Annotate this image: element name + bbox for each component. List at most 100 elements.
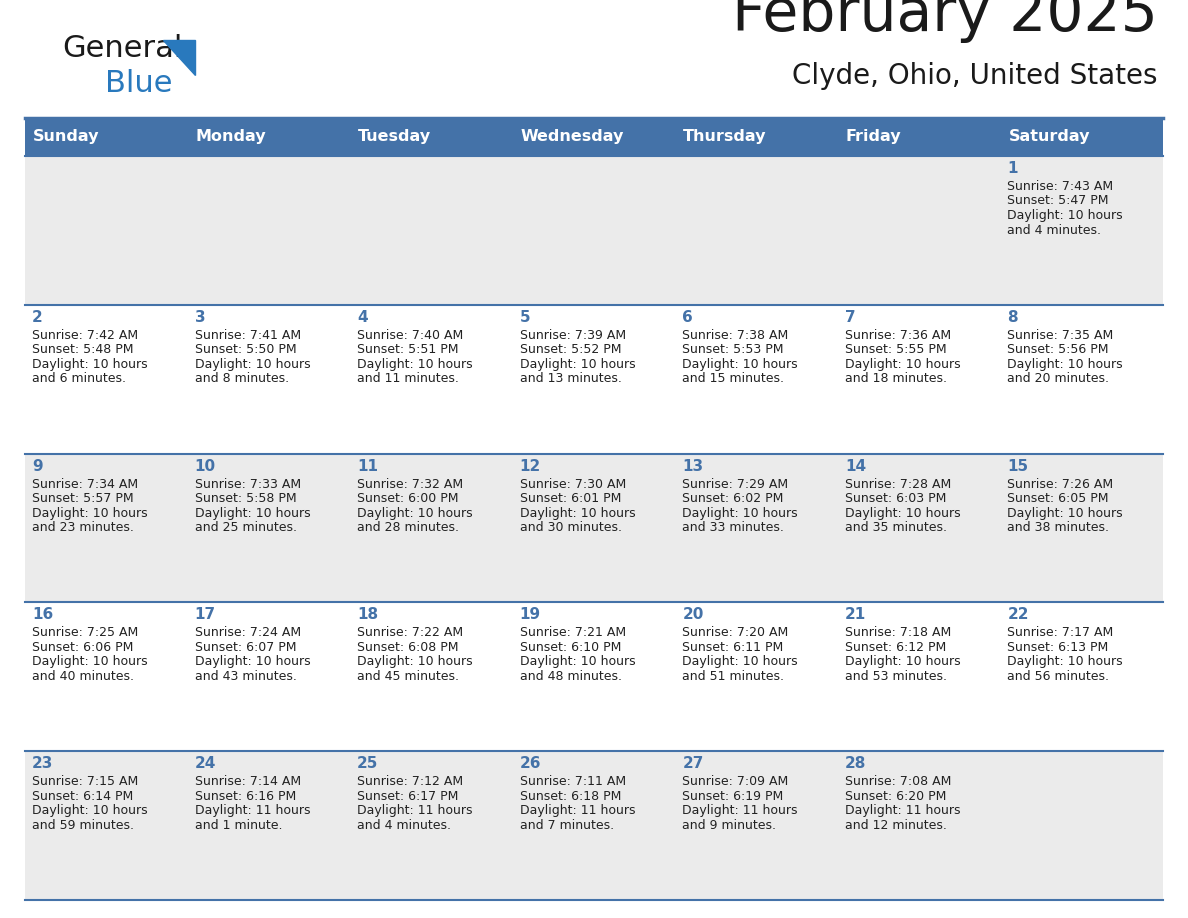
Text: and 33 minutes.: and 33 minutes. bbox=[682, 521, 784, 534]
Text: and 13 minutes.: and 13 minutes. bbox=[519, 373, 621, 386]
Text: 21: 21 bbox=[845, 608, 866, 622]
Text: Sunday: Sunday bbox=[33, 129, 100, 144]
Text: and 28 minutes.: and 28 minutes. bbox=[358, 521, 459, 534]
Bar bbox=[25, 156, 1163, 305]
Text: 12: 12 bbox=[519, 459, 541, 474]
Text: Sunset: 6:02 PM: Sunset: 6:02 PM bbox=[682, 492, 784, 505]
Text: Sunrise: 7:32 AM: Sunrise: 7:32 AM bbox=[358, 477, 463, 490]
Text: Sunset: 6:10 PM: Sunset: 6:10 PM bbox=[519, 641, 621, 654]
Text: Sunrise: 7:20 AM: Sunrise: 7:20 AM bbox=[682, 626, 789, 640]
Text: Sunrise: 7:26 AM: Sunrise: 7:26 AM bbox=[1007, 477, 1113, 490]
Text: Sunset: 6:12 PM: Sunset: 6:12 PM bbox=[845, 641, 946, 654]
Text: 10: 10 bbox=[195, 459, 216, 474]
Text: Daylight: 10 hours: Daylight: 10 hours bbox=[682, 358, 798, 371]
Text: Sunrise: 7:30 AM: Sunrise: 7:30 AM bbox=[519, 477, 626, 490]
Text: 8: 8 bbox=[1007, 309, 1018, 325]
Text: 2: 2 bbox=[32, 309, 43, 325]
Polygon shape bbox=[163, 40, 195, 75]
Text: Sunset: 5:51 PM: Sunset: 5:51 PM bbox=[358, 343, 459, 356]
Text: and 38 minutes.: and 38 minutes. bbox=[1007, 521, 1110, 534]
Text: Sunset: 6:03 PM: Sunset: 6:03 PM bbox=[845, 492, 946, 505]
Text: Sunset: 6:18 PM: Sunset: 6:18 PM bbox=[519, 789, 621, 802]
Text: and 4 minutes.: and 4 minutes. bbox=[358, 819, 451, 832]
Text: Sunrise: 7:17 AM: Sunrise: 7:17 AM bbox=[1007, 626, 1113, 640]
Text: and 1 minute.: and 1 minute. bbox=[195, 819, 282, 832]
Text: Sunset: 5:47 PM: Sunset: 5:47 PM bbox=[1007, 195, 1108, 207]
Text: Daylight: 10 hours: Daylight: 10 hours bbox=[519, 655, 636, 668]
Text: Daylight: 10 hours: Daylight: 10 hours bbox=[358, 655, 473, 668]
Text: Saturday: Saturday bbox=[1009, 129, 1089, 144]
Text: Wednesday: Wednesday bbox=[520, 129, 624, 144]
Text: Sunrise: 7:38 AM: Sunrise: 7:38 AM bbox=[682, 329, 789, 341]
Text: Sunrise: 7:24 AM: Sunrise: 7:24 AM bbox=[195, 626, 301, 640]
Text: Daylight: 11 hours: Daylight: 11 hours bbox=[358, 804, 473, 817]
Text: and 7 minutes.: and 7 minutes. bbox=[519, 819, 614, 832]
Text: Daylight: 10 hours: Daylight: 10 hours bbox=[358, 507, 473, 520]
Text: and 40 minutes.: and 40 minutes. bbox=[32, 670, 134, 683]
Text: Daylight: 10 hours: Daylight: 10 hours bbox=[682, 655, 798, 668]
Bar bbox=[25, 453, 1163, 602]
Text: Sunrise: 7:11 AM: Sunrise: 7:11 AM bbox=[519, 775, 626, 789]
Text: Clyde, Ohio, United States: Clyde, Ohio, United States bbox=[792, 62, 1158, 90]
Text: and 12 minutes.: and 12 minutes. bbox=[845, 819, 947, 832]
Text: Sunrise: 7:15 AM: Sunrise: 7:15 AM bbox=[32, 775, 138, 789]
Text: and 59 minutes.: and 59 minutes. bbox=[32, 819, 134, 832]
Text: Sunrise: 7:34 AM: Sunrise: 7:34 AM bbox=[32, 477, 138, 490]
Text: 28: 28 bbox=[845, 756, 866, 771]
Text: Daylight: 10 hours: Daylight: 10 hours bbox=[32, 655, 147, 668]
Text: 22: 22 bbox=[1007, 608, 1029, 622]
Text: Sunrise: 7:40 AM: Sunrise: 7:40 AM bbox=[358, 329, 463, 341]
Text: and 8 minutes.: and 8 minutes. bbox=[195, 373, 289, 386]
Text: and 18 minutes.: and 18 minutes. bbox=[845, 373, 947, 386]
Text: Daylight: 10 hours: Daylight: 10 hours bbox=[358, 358, 473, 371]
Text: and 11 minutes.: and 11 minutes. bbox=[358, 373, 459, 386]
Text: and 9 minutes.: and 9 minutes. bbox=[682, 819, 776, 832]
Text: Daylight: 10 hours: Daylight: 10 hours bbox=[1007, 507, 1123, 520]
Text: Sunrise: 7:28 AM: Sunrise: 7:28 AM bbox=[845, 477, 952, 490]
Text: Sunset: 6:14 PM: Sunset: 6:14 PM bbox=[32, 789, 133, 802]
Text: Daylight: 10 hours: Daylight: 10 hours bbox=[1007, 209, 1123, 222]
Text: Sunset: 6:08 PM: Sunset: 6:08 PM bbox=[358, 641, 459, 654]
Bar bbox=[838, 118, 1000, 156]
Text: Sunrise: 7:14 AM: Sunrise: 7:14 AM bbox=[195, 775, 301, 789]
Text: Daylight: 10 hours: Daylight: 10 hours bbox=[845, 358, 960, 371]
Text: 15: 15 bbox=[1007, 459, 1029, 474]
Text: 7: 7 bbox=[845, 309, 855, 325]
Text: 9: 9 bbox=[32, 459, 43, 474]
Text: 1: 1 bbox=[1007, 161, 1018, 176]
Text: Daylight: 10 hours: Daylight: 10 hours bbox=[845, 655, 960, 668]
Text: Thursday: Thursday bbox=[683, 129, 766, 144]
Text: Sunrise: 7:29 AM: Sunrise: 7:29 AM bbox=[682, 477, 789, 490]
Text: Sunrise: 7:18 AM: Sunrise: 7:18 AM bbox=[845, 626, 952, 640]
Text: Daylight: 11 hours: Daylight: 11 hours bbox=[682, 804, 798, 817]
Text: February 2025: February 2025 bbox=[732, 0, 1158, 43]
Text: Sunset: 6:13 PM: Sunset: 6:13 PM bbox=[1007, 641, 1108, 654]
Text: and 35 minutes.: and 35 minutes. bbox=[845, 521, 947, 534]
Text: Tuesday: Tuesday bbox=[358, 129, 431, 144]
Text: 23: 23 bbox=[32, 756, 53, 771]
Text: Sunrise: 7:21 AM: Sunrise: 7:21 AM bbox=[519, 626, 626, 640]
Text: Sunset: 6:20 PM: Sunset: 6:20 PM bbox=[845, 789, 946, 802]
Text: Friday: Friday bbox=[846, 129, 902, 144]
Text: Sunset: 5:57 PM: Sunset: 5:57 PM bbox=[32, 492, 133, 505]
Text: Daylight: 10 hours: Daylight: 10 hours bbox=[1007, 655, 1123, 668]
Text: 19: 19 bbox=[519, 608, 541, 622]
Text: Sunset: 5:50 PM: Sunset: 5:50 PM bbox=[195, 343, 296, 356]
Text: Sunrise: 7:35 AM: Sunrise: 7:35 AM bbox=[1007, 329, 1113, 341]
Text: 27: 27 bbox=[682, 756, 703, 771]
Text: Sunset: 5:48 PM: Sunset: 5:48 PM bbox=[32, 343, 133, 356]
Text: 13: 13 bbox=[682, 459, 703, 474]
Text: 3: 3 bbox=[195, 309, 206, 325]
Text: Daylight: 10 hours: Daylight: 10 hours bbox=[195, 358, 310, 371]
Text: Daylight: 10 hours: Daylight: 10 hours bbox=[1007, 358, 1123, 371]
Bar bbox=[1000, 118, 1163, 156]
Text: Sunset: 6:16 PM: Sunset: 6:16 PM bbox=[195, 789, 296, 802]
Bar bbox=[25, 602, 1163, 751]
Text: Sunrise: 7:08 AM: Sunrise: 7:08 AM bbox=[845, 775, 952, 789]
Text: Sunrise: 7:09 AM: Sunrise: 7:09 AM bbox=[682, 775, 789, 789]
Text: Daylight: 10 hours: Daylight: 10 hours bbox=[195, 655, 310, 668]
Text: Monday: Monday bbox=[196, 129, 266, 144]
Text: 4: 4 bbox=[358, 309, 368, 325]
Text: Daylight: 10 hours: Daylight: 10 hours bbox=[845, 507, 960, 520]
Text: Sunset: 6:19 PM: Sunset: 6:19 PM bbox=[682, 789, 784, 802]
